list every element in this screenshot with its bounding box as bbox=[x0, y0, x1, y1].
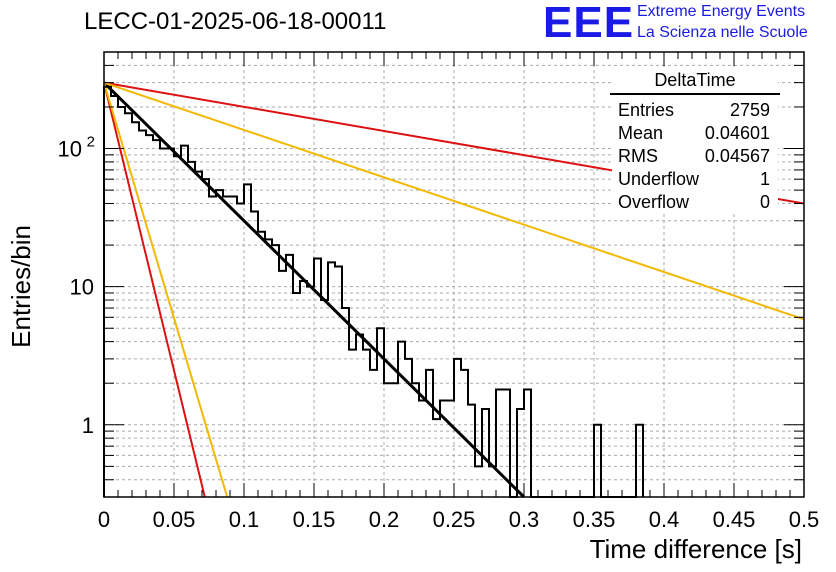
stats-value: 0.04601 bbox=[704, 123, 770, 143]
y-tick-label: 1 bbox=[82, 413, 94, 438]
stats-row-entries: Entries 2759 bbox=[612, 99, 778, 122]
x-axis-label: Time difference [s] bbox=[589, 534, 802, 564]
x-tick-label: 0.1 bbox=[229, 507, 260, 532]
y-axis-label: Entries/bin bbox=[6, 225, 36, 348]
stats-label: Overflow bbox=[618, 192, 690, 212]
x-tick-label: 0.05 bbox=[153, 507, 196, 532]
fit-line-4 bbox=[103, 82, 229, 498]
stats-label: RMS bbox=[618, 146, 658, 166]
x-tick-label: 0 bbox=[98, 507, 110, 532]
stats-value: 0.04567 bbox=[704, 146, 770, 166]
y-tick-label: 10 bbox=[58, 137, 82, 162]
stats-row-rms: RMS 0.04567 bbox=[612, 145, 778, 168]
x-tick-label: 0.3 bbox=[509, 507, 540, 532]
x-tick-label: 0.35 bbox=[573, 507, 616, 532]
x-tick-label: 0.4 bbox=[649, 507, 680, 532]
stats-label: Underflow bbox=[618, 169, 700, 189]
tick-labels: 0 0.05 0.1 0.15 0.2 0.25 0.3 0.35 0.4 0.45 0.51101… bbox=[58, 134, 820, 532]
eee-logo: EEE bbox=[543, 0, 635, 47]
stats-box: DeltaTime Entries 2759 Mean 0.04601 RMS 0.0… bbox=[610, 70, 780, 214]
eee-logo-line2: La Scienza nelle Scuole bbox=[637, 24, 808, 41]
stats-label: Entries bbox=[618, 100, 675, 120]
stats-value: 1 bbox=[759, 169, 770, 189]
axis-ticks bbox=[103, 51, 805, 498]
stats-value: 0 bbox=[759, 192, 770, 212]
x-tick-label: 0.15 bbox=[293, 507, 336, 532]
stats-title: DeltaTime bbox=[610, 70, 780, 95]
x-tick-label: 0.5 bbox=[789, 507, 820, 532]
y-tick-label: 10 bbox=[70, 275, 94, 300]
fit-line-3 bbox=[103, 82, 206, 498]
stats-value: 2759 bbox=[729, 100, 770, 120]
y-tick-exponent: 2 bbox=[87, 134, 95, 151]
x-tick-label: 0.25 bbox=[433, 507, 476, 532]
x-tick-label: 0.45 bbox=[713, 507, 756, 532]
stats-row-mean: Mean 0.04601 bbox=[612, 122, 778, 145]
stats-label: Mean bbox=[618, 123, 664, 143]
x-tick-label: 0.2 bbox=[369, 507, 400, 532]
histogram-title: LECC-01-2025-06-18-00011 bbox=[84, 8, 387, 35]
histogram-outline bbox=[103, 85, 644, 498]
eee-logo-line1: Extreme Energy Events bbox=[637, 3, 806, 20]
stats-row-underflow: Underflow 1 bbox=[612, 168, 778, 191]
fit-line-2 bbox=[103, 81, 805, 321]
stats-row-overflow: Overflow 0 bbox=[612, 191, 778, 214]
histogram-group bbox=[103, 85, 644, 498]
